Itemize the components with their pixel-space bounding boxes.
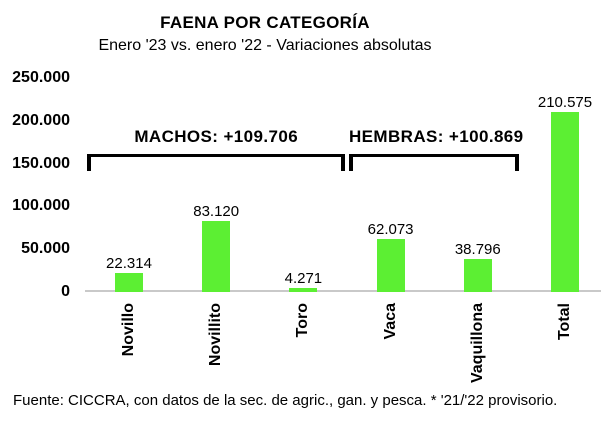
- group-label-machos: MACHOS: +109.706: [134, 127, 299, 146]
- chart-subtitle: Enero '23 vs. enero '22 - Variaciones ab…: [98, 37, 432, 54]
- y-axis-tick-label: 200.000: [12, 111, 70, 129]
- bar-novillo: [115, 272, 143, 292]
- group-bracket-hembras: [349, 154, 520, 171]
- group-label-hembras: HEMBRAS: +100.869: [349, 127, 524, 146]
- chart-title: FAENA POR CATEGORÍA: [160, 13, 370, 32]
- x-axis-label-total: Total: [556, 303, 573, 341]
- value-label-vaquillona: 38.796: [454, 240, 501, 258]
- y-axis-tick-label: 100.000: [12, 197, 70, 215]
- value-label-total: 210.575: [537, 93, 593, 111]
- source-note: Fuente: CICCRA, con datos de la sec. de …: [13, 392, 558, 409]
- value-label-vaca: 62.073: [367, 220, 414, 238]
- bar-vaca: [376, 238, 405, 292]
- x-axis-label-vaquillona: Vaquillona: [468, 303, 486, 384]
- bar-vaquillona: [463, 258, 492, 292]
- y-axis-tick-label: 250.000: [12, 69, 70, 86]
- y-axis-tick-label: 150.000: [12, 154, 70, 172]
- y-axis-tick-label: 50.000: [21, 240, 70, 258]
- x-axis-label-vaca: Vaca: [381, 303, 399, 340]
- value-label-novillito: 83.120: [193, 202, 240, 220]
- bar-novillito: [202, 220, 231, 292]
- bar-total: [551, 111, 579, 292]
- x-axis-label-toro: Toro: [294, 303, 312, 338]
- x-axis-label-novillito: Novillito: [207, 303, 225, 367]
- bar-toro: [289, 288, 318, 292]
- x-axis-line: [85, 290, 601, 292]
- y-axis-tick-label: 0: [61, 283, 70, 300]
- value-label-toro: 4.271: [284, 270, 323, 288]
- group-bracket-machos: [87, 154, 345, 171]
- x-axis-label-novillo: Novillo: [120, 303, 137, 357]
- value-label-novillo: 22.314: [106, 254, 152, 272]
